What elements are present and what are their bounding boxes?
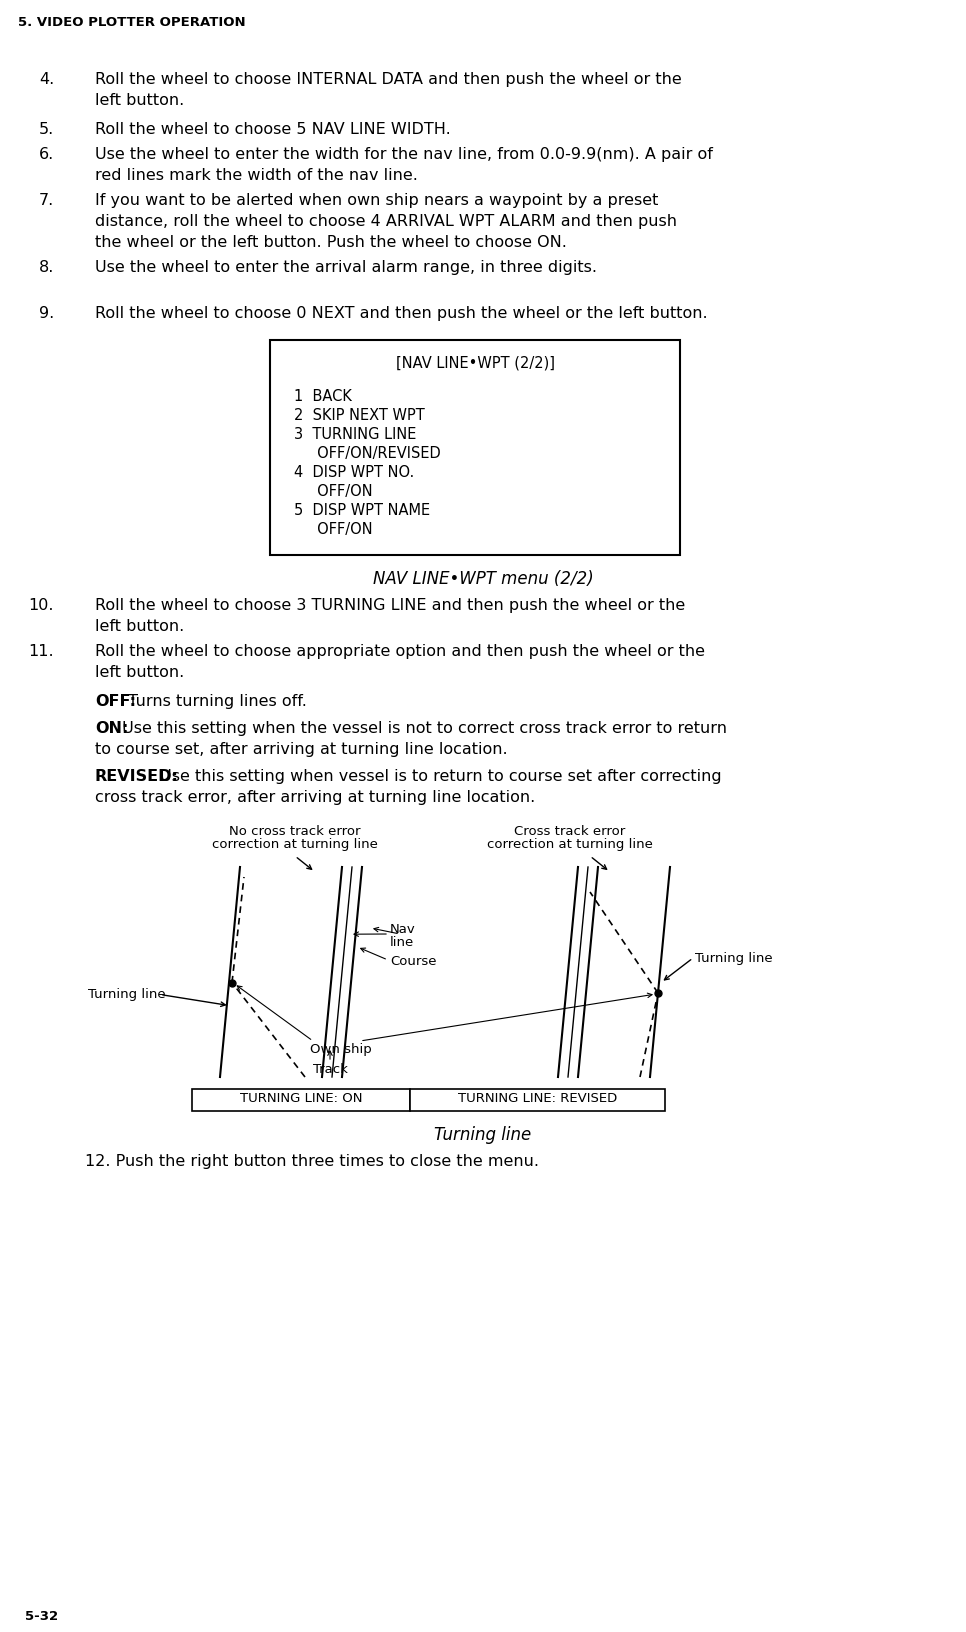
Text: 12. Push the right button three times to close the menu.: 12. Push the right button three times to… (85, 1154, 539, 1169)
Text: 5. VIDEO PLOTTER OPERATION: 5. VIDEO PLOTTER OPERATION (18, 16, 245, 29)
Text: Roll the wheel to choose INTERNAL DATA and then push the wheel or the: Roll the wheel to choose INTERNAL DATA a… (95, 72, 682, 86)
Bar (410, 1089, 665, 1111)
Text: OFF/ON: OFF/ON (294, 522, 373, 537)
Text: line: line (390, 935, 414, 948)
Text: Roll the wheel to choose 3 TURNING LINE and then push the wheel or the: Roll the wheel to choose 3 TURNING LINE … (95, 597, 685, 612)
Text: Cross track error: Cross track error (514, 824, 626, 837)
Text: 1  BACK: 1 BACK (294, 388, 352, 403)
Text: correction at turning line: correction at turning line (487, 837, 653, 850)
Text: 9.: 9. (39, 305, 54, 322)
Text: 5-32: 5-32 (25, 1609, 58, 1622)
Text: 7.: 7. (39, 193, 54, 207)
Text: TURNING LINE: REVISED: TURNING LINE: REVISED (458, 1092, 617, 1105)
Text: Turning line: Turning line (88, 987, 165, 1000)
Text: 5.: 5. (39, 122, 54, 137)
Text: Turns turning lines off.: Turns turning lines off. (123, 694, 307, 708)
Text: to course set, after arriving at turning line location.: to course set, after arriving at turning… (95, 741, 507, 757)
Text: 2  SKIP NEXT WPT: 2 SKIP NEXT WPT (294, 408, 425, 423)
Text: Use this setting when vessel is to return to course set after correcting: Use this setting when vessel is to retur… (155, 769, 722, 783)
Bar (192, 1089, 410, 1111)
Text: 3  TURNING LINE: 3 TURNING LINE (294, 426, 416, 442)
Text: Turning line: Turning line (695, 951, 773, 965)
Text: [NAV LINE•WPT (2/2)]: [NAV LINE•WPT (2/2)] (395, 354, 554, 370)
Text: Course: Course (390, 955, 437, 968)
Text: 8.: 8. (39, 259, 54, 274)
Text: Roll the wheel to choose appropriate option and then push the wheel or the: Roll the wheel to choose appropriate opt… (95, 643, 705, 659)
Text: Own ship: Own ship (310, 1043, 372, 1056)
Text: REVISED:: REVISED: (95, 769, 179, 783)
Text: No cross track error: No cross track error (229, 824, 360, 837)
Text: Track: Track (313, 1062, 348, 1075)
Text: Use this setting when the vessel is not to correct cross track error to return: Use this setting when the vessel is not … (117, 721, 727, 736)
Text: distance, roll the wheel to choose 4 ARRIVAL WPT ALARM and then push: distance, roll the wheel to choose 4 ARR… (95, 214, 677, 228)
Text: Use the wheel to enter the arrival alarm range, in three digits.: Use the wheel to enter the arrival alarm… (95, 259, 597, 274)
Text: If you want to be alerted when own ship nears a waypoint by a preset: If you want to be alerted when own ship … (95, 193, 659, 207)
Text: Roll the wheel to choose 5 NAV LINE WIDTH.: Roll the wheel to choose 5 NAV LINE WIDT… (95, 122, 451, 137)
Text: 5  DISP WPT NAME: 5 DISP WPT NAME (294, 503, 430, 517)
Text: NAV LINE•WPT menu (2/2): NAV LINE•WPT menu (2/2) (373, 570, 593, 588)
Text: red lines mark the width of the nav line.: red lines mark the width of the nav line… (95, 168, 418, 183)
Text: Use the wheel to enter the width for the nav line, from 0.0-9.9(nm). A pair of: Use the wheel to enter the width for the… (95, 147, 713, 162)
Text: 6.: 6. (39, 147, 54, 162)
Text: OFF/ON/REVISED: OFF/ON/REVISED (294, 446, 440, 460)
Text: left button.: left button. (95, 619, 185, 633)
Text: Turning line: Turning line (435, 1126, 531, 1144)
Text: 4  DISP WPT NO.: 4 DISP WPT NO. (294, 465, 414, 480)
Text: Roll the wheel to choose 0 NEXT and then push the wheel or the left button.: Roll the wheel to choose 0 NEXT and then… (95, 305, 708, 322)
Text: correction at turning line: correction at turning line (213, 837, 378, 850)
Text: Nav: Nav (390, 922, 415, 935)
Text: 11.: 11. (28, 643, 54, 659)
Text: left button.: left button. (95, 664, 185, 679)
Bar (270, 341, 680, 555)
Text: cross track error, after arriving at turning line location.: cross track error, after arriving at tur… (95, 790, 535, 805)
Text: TURNING LINE: ON: TURNING LINE: ON (240, 1092, 362, 1105)
Text: 4.: 4. (39, 72, 54, 86)
Text: OFF/ON: OFF/ON (294, 483, 373, 499)
Text: left button.: left button. (95, 93, 185, 108)
Text: ON:: ON: (95, 721, 128, 736)
Text: OFF:: OFF: (95, 694, 136, 708)
Text: 10.: 10. (29, 597, 54, 612)
Text: the wheel or the left button. Push the wheel to choose ON.: the wheel or the left button. Push the w… (95, 235, 567, 250)
